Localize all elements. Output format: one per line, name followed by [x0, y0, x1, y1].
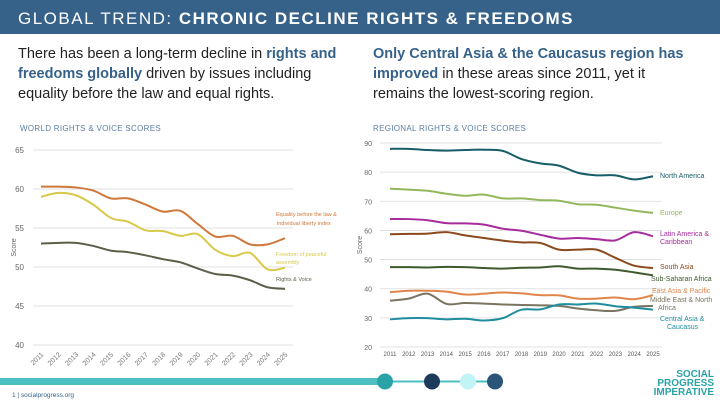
series-label: Rights & Voice — [276, 277, 312, 283]
x-tick-label: 2015 — [458, 352, 472, 358]
y-tick-label: 45 — [15, 302, 24, 311]
text: driven by issues including equality befo… — [18, 66, 312, 102]
title-bold: CHRONIC DECLINE RIGHTS & FREEDOMS — [178, 9, 575, 28]
left-paragraph: There has been a long-term decline in ri… — [18, 44, 338, 104]
series-line-east-asia-pacific — [389, 289, 654, 301]
x-tick-label: 2017 — [134, 351, 150, 367]
highlight: rights and freedoms globally — [18, 46, 337, 82]
y-tick-label: 60 — [15, 185, 24, 194]
series-label: Latin America & Caribbean — [660, 231, 709, 246]
y-tick-label: 80 — [364, 170, 372, 177]
text: in these areas since 2011, yet it remain… — [373, 66, 646, 102]
x-tick-label: 2023 — [609, 352, 623, 358]
series-line-rights-voice — [40, 241, 286, 290]
x-tick-label: 2014 — [440, 352, 454, 358]
y-tick-label: 50 — [364, 258, 372, 265]
y-tick-label: 90 — [364, 141, 372, 148]
series-label: Middle East & North Africa — [650, 297, 712, 312]
x-tick-label: 2013 — [421, 352, 435, 358]
y-tick-label: 70 — [364, 199, 372, 206]
series-label: East Asia & Pacific — [652, 288, 711, 295]
x-tick-label: 2019 — [169, 351, 185, 367]
highlight: Only Central Asia & the Caucasus region … — [373, 46, 684, 82]
timeline-dot — [377, 373, 393, 390]
series-label: South Asia — [660, 264, 694, 271]
x-tick-label: 2024 — [628, 352, 642, 358]
series-line-freedom-of-peaceful-assembly — [40, 191, 286, 272]
timeline-dot — [460, 373, 476, 390]
y-tick-label: 50 — [15, 263, 24, 272]
series-line-middle-east-north-africa — [389, 292, 654, 313]
x-tick-label: 2016 — [117, 351, 133, 367]
x-tick-label: 2021 — [204, 351, 220, 367]
y-tick-label: 20 — [364, 345, 372, 352]
logo-line: SOCIAL — [676, 369, 714, 380]
spi-logo: SOCIAL PROGRESS IMPERATIVE — [653, 369, 714, 398]
y-tick-label: 55 — [15, 224, 24, 233]
series-label: Freedom of peaceful assembly — [276, 252, 326, 266]
x-tick-label: 2025 — [646, 352, 660, 358]
series-label: Sub-Saharan Africa — [651, 276, 712, 283]
x-tick-label: 2022 — [221, 351, 237, 367]
regional-chart-title: REGIONAL RIGHTS & VOICE SCORES — [373, 124, 527, 133]
x-tick-label: 2019 — [534, 352, 548, 358]
series-label: Equality before the law & individual libe… — [276, 212, 337, 227]
y-tick-label: 60 — [364, 228, 372, 235]
logo-line: PROGRESS — [657, 378, 714, 389]
series-line-europe — [389, 187, 654, 214]
text: There has been a long-term decline in — [18, 46, 267, 62]
x-tick-label: 2018 — [151, 351, 167, 367]
logo-line: IMPERATIVE — [653, 387, 714, 398]
x-tick-label: 2013 — [64, 351, 80, 367]
y-tick-label: 40 — [15, 341, 24, 350]
x-tick-label: 2014 — [82, 351, 98, 367]
right-paragraph: Only Central Asia & the Caucasus region … — [373, 44, 693, 104]
x-tick-label: 2020 — [186, 351, 202, 367]
x-tick-label: 2016 — [477, 352, 491, 358]
series-label: North America — [660, 173, 704, 180]
y-tick-label: 65 — [15, 146, 24, 155]
y-axis-label: Score — [11, 238, 18, 256]
x-tick-label: 2022 — [590, 352, 604, 358]
timeline-dot — [424, 373, 440, 390]
header-banner: GLOBAL TREND: CHRONIC DECLINE RIGHTS & F… — [0, 0, 720, 34]
series-line-sub-saharan-africa — [389, 265, 654, 277]
x-tick-label: 2024 — [256, 351, 272, 367]
series-line-latin-america-caribbean — [389, 217, 654, 242]
series-label: Europe — [660, 210, 683, 217]
x-tick-label: 2020 — [552, 352, 566, 358]
series-line-central-asia-caucasus — [389, 302, 654, 322]
footer-page: 1 | socialprogress.org — [12, 392, 75, 399]
x-tick-label: 2011 — [30, 351, 46, 367]
timeline-bar — [0, 378, 385, 385]
x-tick-label: 2012 — [47, 351, 63, 367]
series-line-north-america — [389, 147, 654, 181]
x-tick-label: 2015 — [99, 351, 115, 367]
series-line-south-asia — [389, 231, 654, 270]
x-tick-label: 2018 — [515, 352, 529, 358]
x-tick-label: 2017 — [496, 352, 510, 358]
x-tick-label: 2012 — [402, 352, 416, 358]
title-light: GLOBAL TREND: — [18, 9, 179, 28]
x-tick-label: 2011 — [384, 352, 398, 358]
timeline-dot — [487, 373, 503, 390]
series-label: Central Asia & Caucasus — [660, 316, 705, 331]
y-axis-label: Score — [357, 236, 364, 254]
x-tick-label: 2023 — [239, 351, 255, 367]
x-tick-label: 2021 — [571, 352, 585, 358]
y-tick-label: 40 — [364, 287, 372, 294]
y-tick-label: 30 — [364, 316, 372, 323]
series-line-equality-before-the-law-individual-liberty-index — [40, 185, 286, 247]
x-tick-label: 2025 — [273, 351, 289, 367]
world-chart-title: WORLD RIGHTS & VOICE SCORES — [20, 124, 162, 133]
